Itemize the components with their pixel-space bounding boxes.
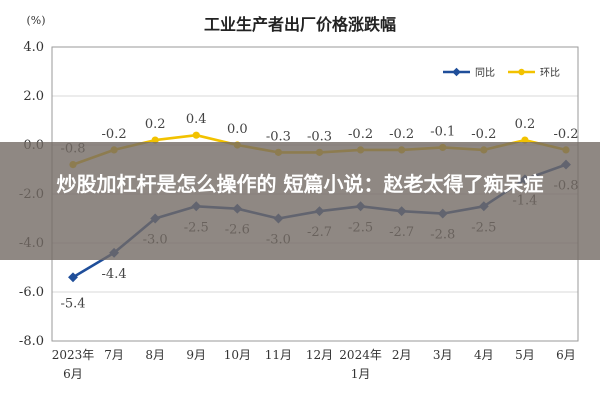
data-point	[192, 131, 200, 139]
legend-label: 环比	[540, 67, 560, 79]
data-label: -5.4	[60, 296, 85, 311]
x-tick-label: 2024年	[339, 348, 382, 362]
headline-text: 炒股加杠杆是怎么操作的 短篇小说：赵老太得了痴呆症	[56, 172, 544, 196]
x-tick-label: 9月	[186, 348, 206, 362]
y-tick-label: -6.0	[19, 285, 44, 300]
data-point	[151, 136, 159, 144]
x-tick-label: 7月	[104, 348, 124, 362]
data-label: 0.0	[227, 122, 248, 137]
legend: 同比 环比	[443, 67, 560, 79]
legend-marker	[518, 68, 525, 76]
data-label: -0.1	[430, 124, 455, 139]
data-label: -0.2	[389, 127, 414, 142]
data-label: -0.3	[307, 129, 332, 144]
data-label: 0.4	[186, 112, 207, 127]
data-label: -4.4	[102, 267, 127, 282]
x-tick-label: 11月	[265, 348, 292, 362]
data-label: -0.2	[102, 127, 127, 142]
y-tick-label: -8.0	[19, 334, 44, 349]
legend-marker	[452, 67, 461, 77]
data-label: 0.2	[515, 117, 536, 132]
x-tick-label: 3月	[433, 348, 453, 362]
data-label: 0.2	[145, 117, 166, 132]
data-label: -0.2	[348, 127, 373, 142]
y-tick-label: 4.0	[23, 40, 44, 55]
data-label: -0.3	[266, 129, 291, 144]
legend-label: 同比	[475, 67, 495, 79]
x-tick-label: 8月	[145, 348, 165, 362]
data-point	[521, 136, 529, 144]
data-label: -0.2	[553, 127, 578, 142]
x-tick-label: 12月	[306, 348, 333, 362]
x-tick-label: 2023年	[52, 348, 95, 362]
y-axis-unit: (%)	[26, 14, 45, 27]
x-tick-label: 6月	[63, 367, 83, 381]
data-label: -0.2	[471, 127, 496, 142]
chart-title: 工业生产者出厂价格涨跌幅	[204, 15, 396, 34]
x-tick-label: 6月	[556, 348, 576, 362]
x-tick-label: 5月	[515, 348, 535, 362]
x-tick-label: 4月	[474, 348, 494, 362]
x-tick-label: 10月	[224, 348, 251, 362]
headline-banner[interactable]: 炒股加杠杆是怎么操作的 短篇小说：赵老太得了痴呆症	[0, 142, 600, 260]
x-tick-label: 1月	[351, 367, 371, 381]
x-tick-label: 2月	[392, 348, 412, 362]
y-tick-label: 2.0	[23, 89, 44, 104]
